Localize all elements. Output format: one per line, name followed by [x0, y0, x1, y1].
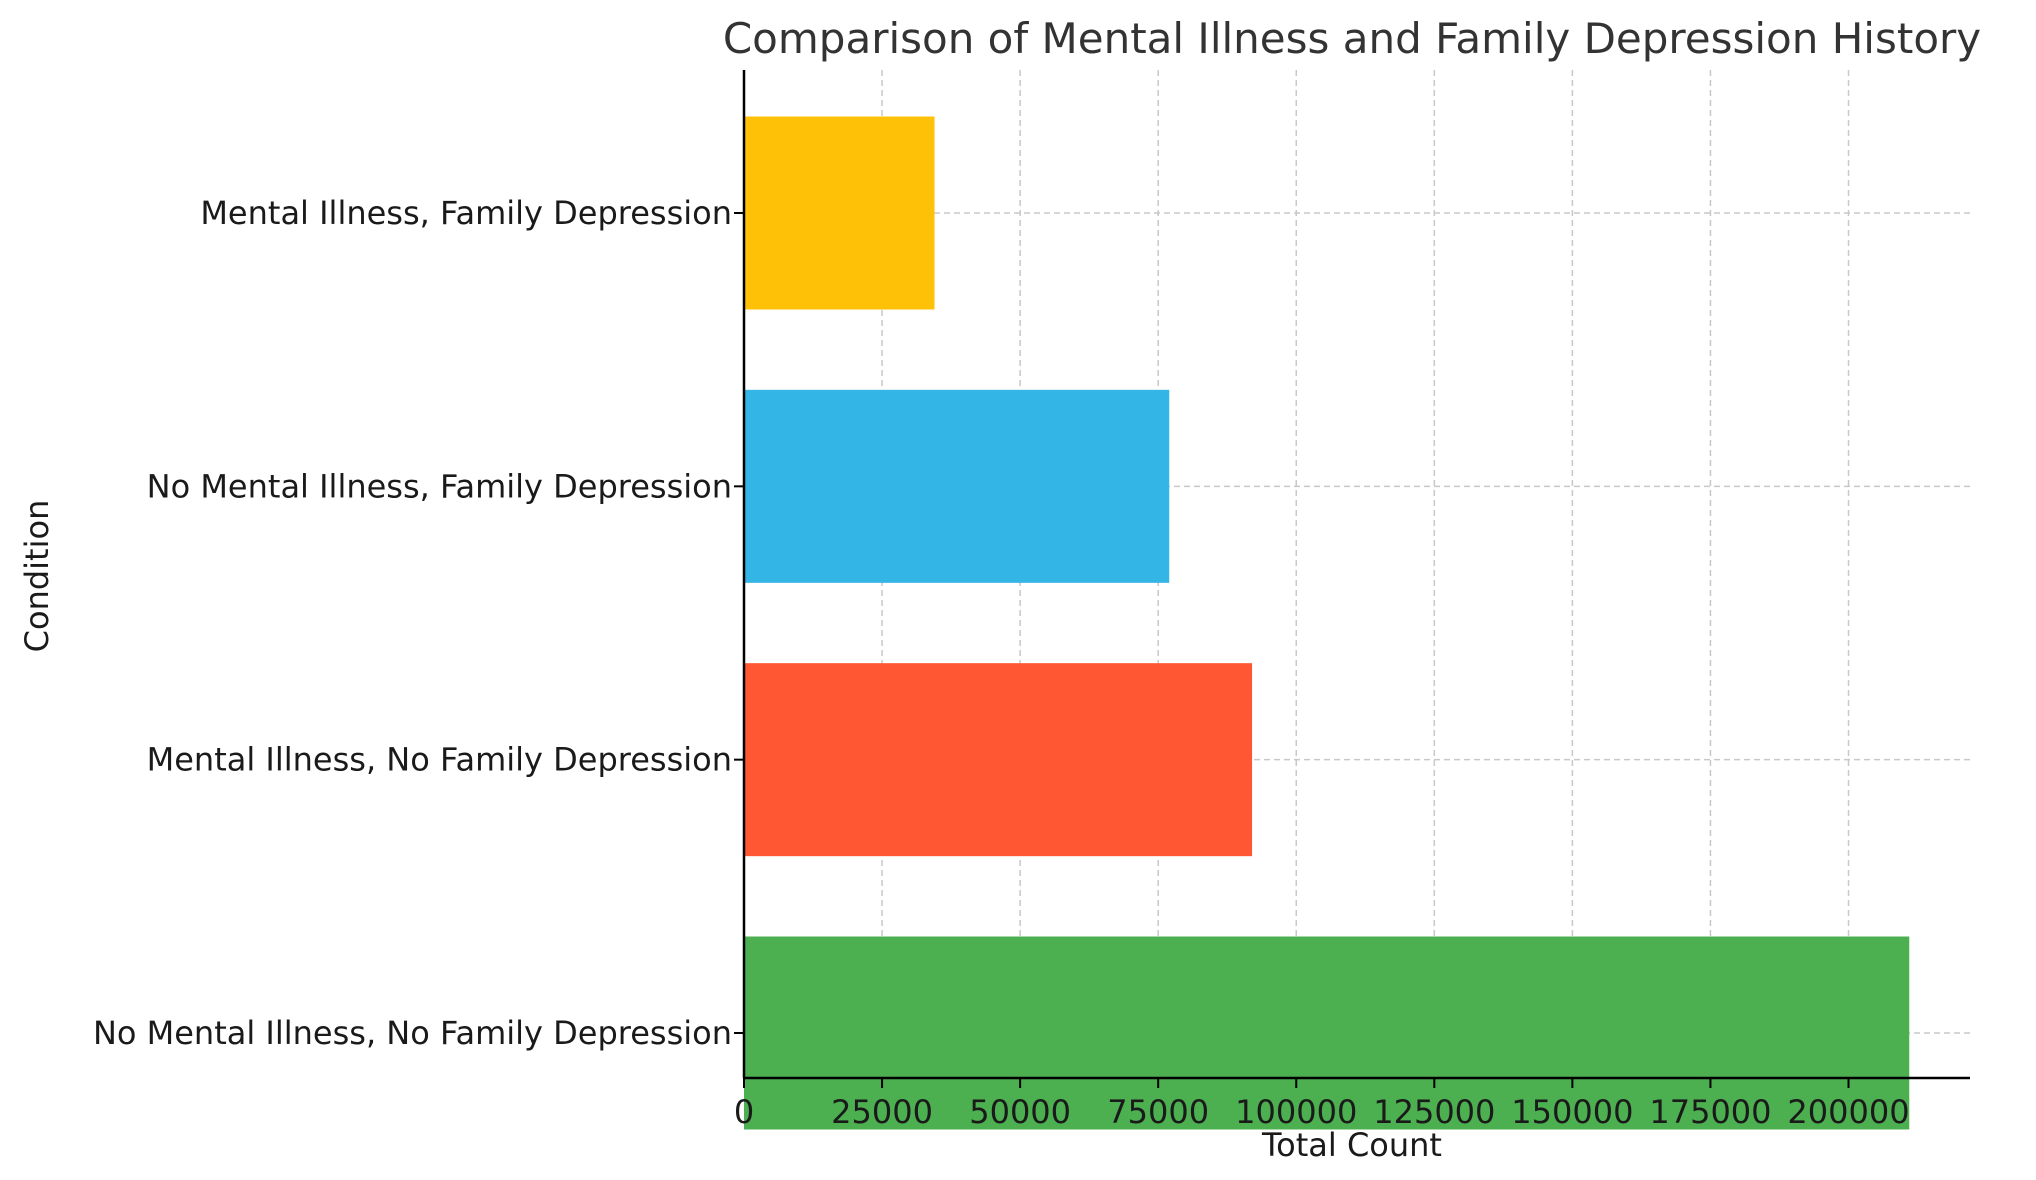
bar	[744, 116, 935, 310]
x-tick-label: 150000	[1511, 1093, 1633, 1131]
axes-layer	[742, 70, 1970, 1080]
x-tick-label: 175000	[1649, 1093, 1771, 1131]
x-axis-label: Total Count	[1261, 1126, 1442, 1164]
chart-title: Comparison of Mental Illness and Family …	[723, 14, 1981, 63]
x-tick-label: 100000	[1235, 1093, 1357, 1131]
x-tick-label: 125000	[1373, 1093, 1495, 1131]
y-ticks: No Mental Illness, No Family Depression M…	[93, 194, 744, 1052]
bar	[744, 663, 1253, 857]
x-ticks: 0 25000 50000 75000 100000 125000 150000 175000…	[734, 1078, 1910, 1131]
category-label: No Mental Illness, No Family Depression	[93, 1014, 732, 1052]
category-label: No Mental Illness, Family Depression	[147, 467, 732, 505]
x-tick-label: 50000	[969, 1093, 1071, 1131]
bar	[744, 389, 1170, 583]
bars-layer	[744, 116, 1910, 1130]
x-tick-label: 75000	[1107, 1093, 1209, 1131]
x-tick-label: 0	[734, 1093, 754, 1131]
category-label: Mental Illness, No Family Depression	[147, 741, 732, 779]
bar	[744, 936, 1910, 1130]
x-tick-label: 200000	[1787, 1093, 1909, 1131]
category-label: Mental Illness, Family Depression	[200, 194, 732, 232]
x-tick-label: 25000	[831, 1093, 933, 1131]
y-axis-label: Condition	[18, 500, 56, 653]
